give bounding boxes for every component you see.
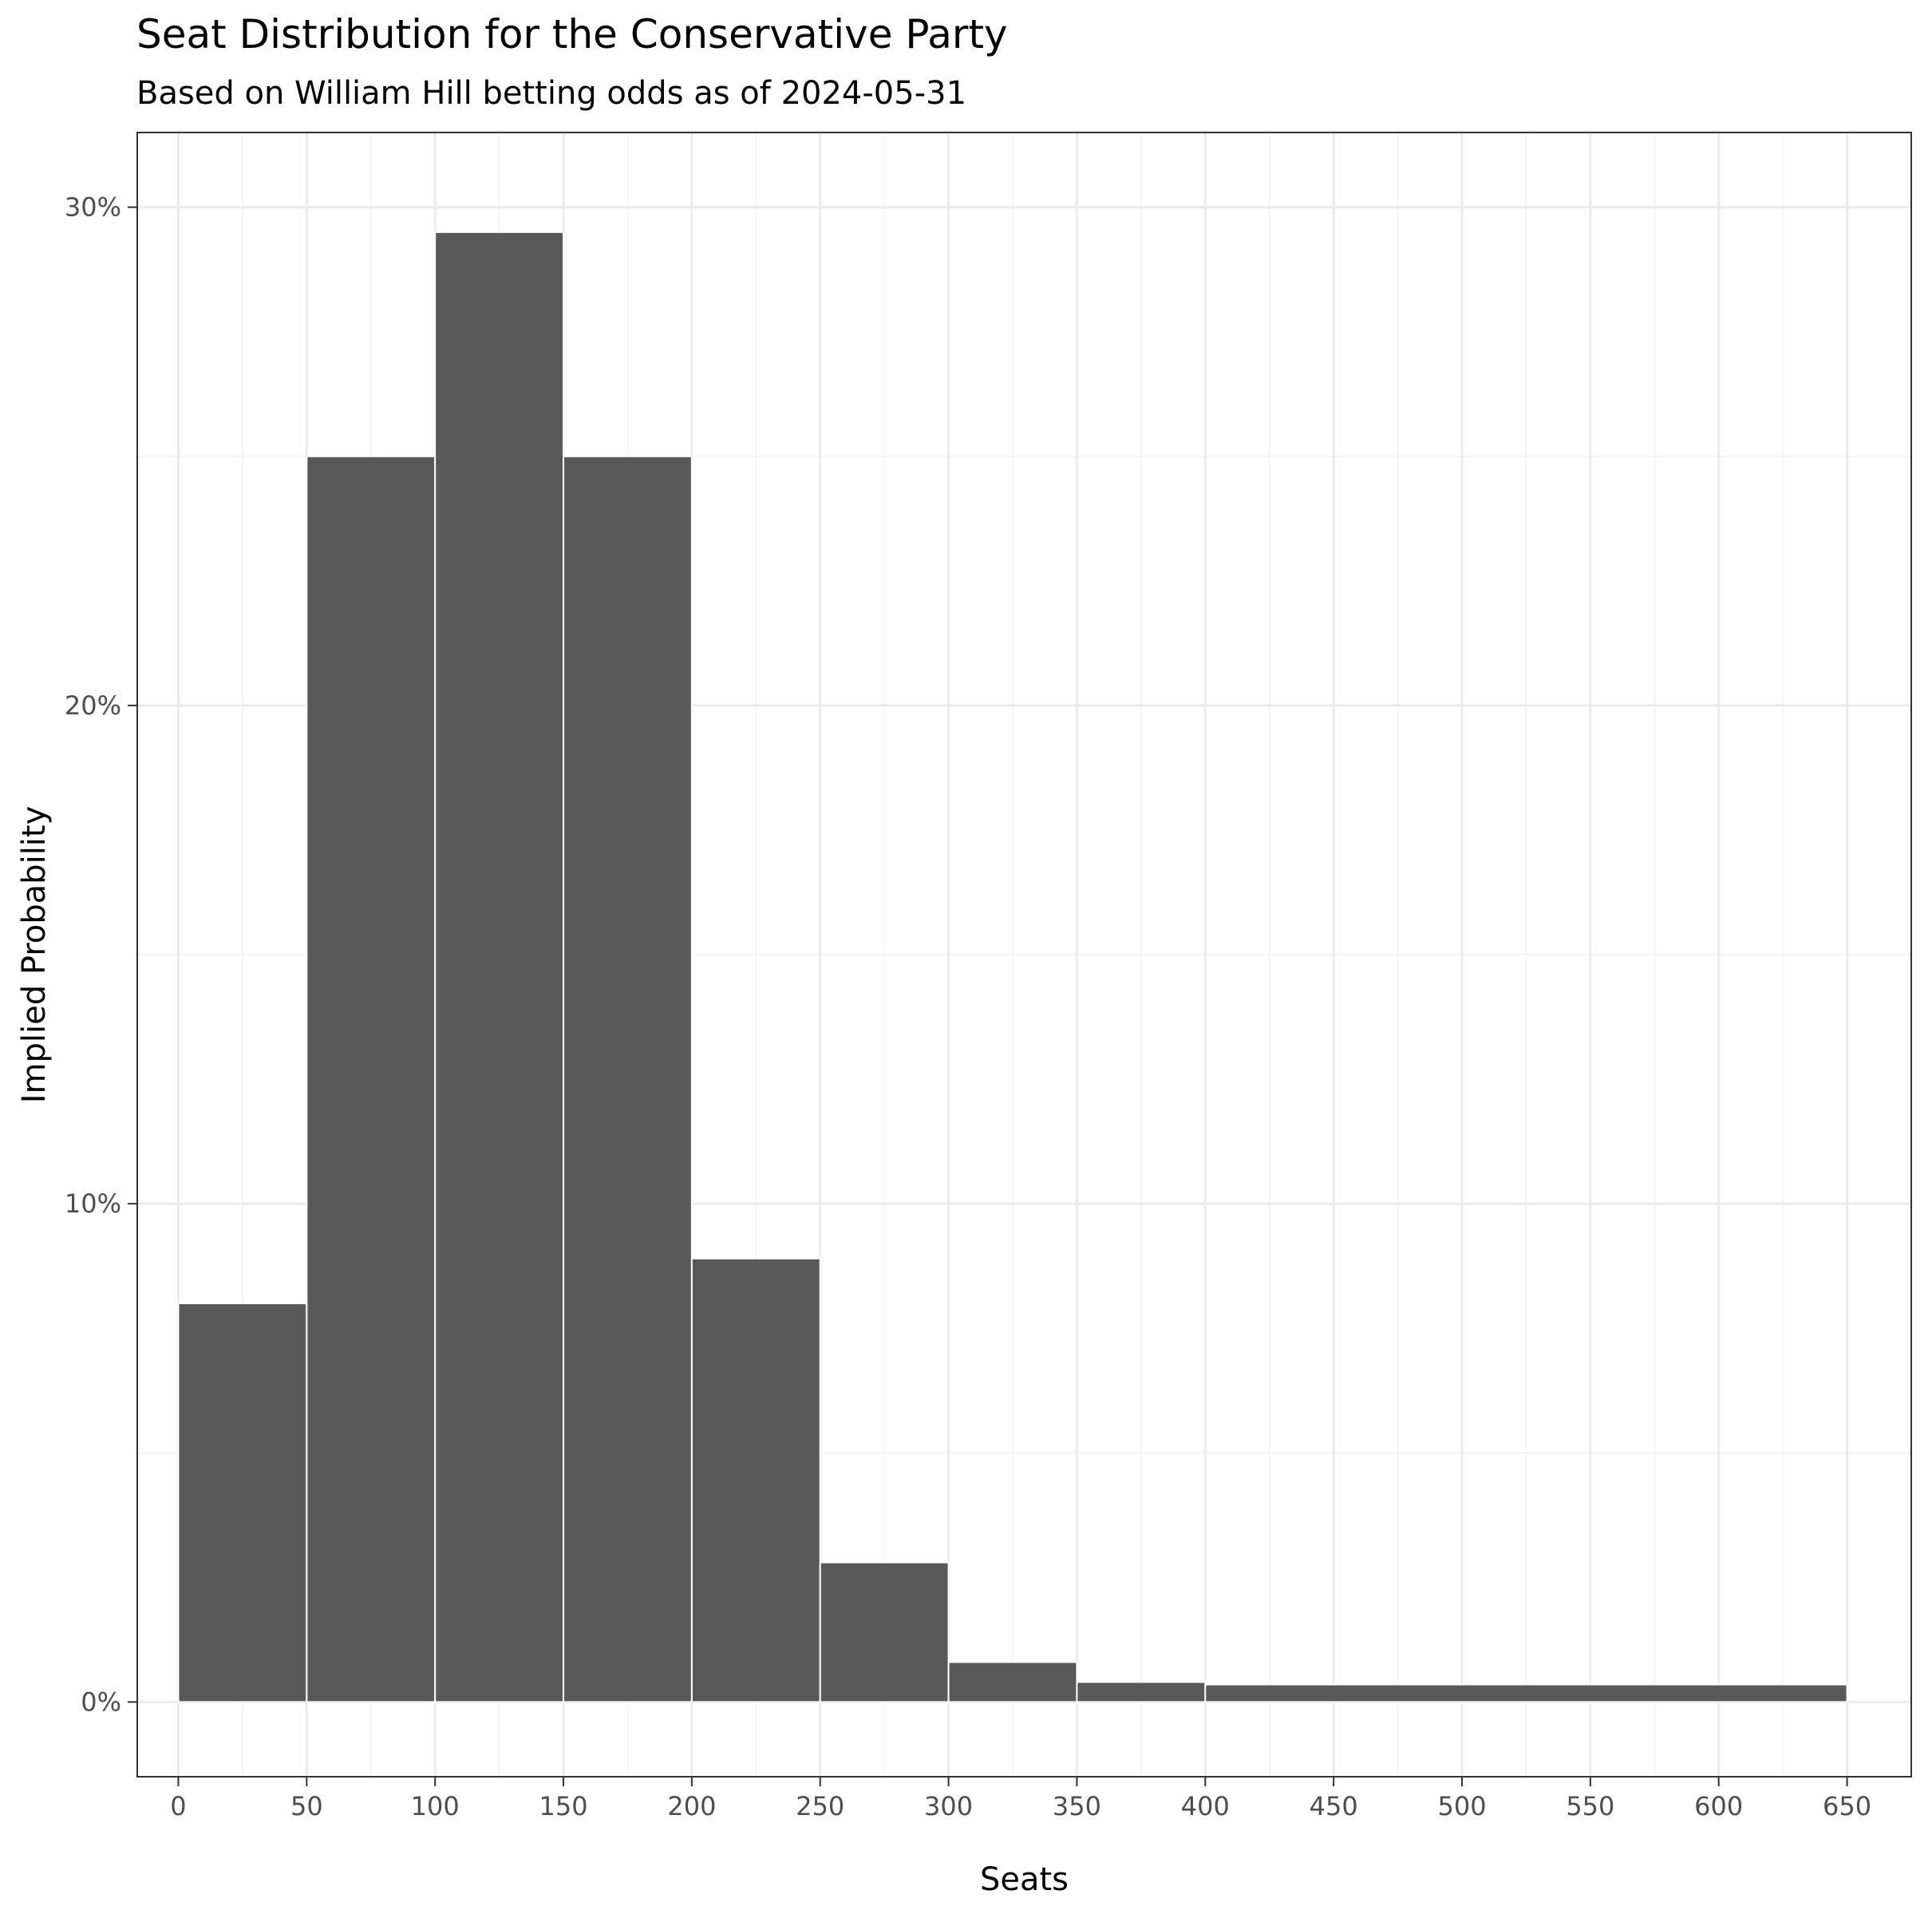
x-tick-label: 250 [796, 1791, 844, 1821]
x-tick-label: 0 [170, 1791, 186, 1821]
y-tick-label: 0% [81, 1687, 121, 1717]
chart-subtitle: Based on William Hill betting odds as of… [136, 75, 966, 112]
histogram-bar [306, 455, 437, 1703]
bars [177, 231, 1848, 1703]
histogram-bar [1204, 1683, 1848, 1703]
x-axis-title: Seats [980, 1861, 1069, 1898]
histogram-bar [819, 1561, 950, 1703]
y-tick-label: 10% [65, 1188, 121, 1219]
chart-title: Seat Distribution for the Conservative P… [136, 11, 1008, 57]
x-tick-label: 350 [1053, 1791, 1101, 1821]
x-tick-label: 150 [539, 1791, 587, 1821]
x-tick-label: 100 [411, 1791, 460, 1821]
x-tick-label: 650 [1823, 1791, 1871, 1821]
histogram-bar [563, 455, 693, 1703]
y-axis: 0% 10% 20% 30% [65, 192, 137, 1717]
x-tick-label: 50 [290, 1791, 323, 1821]
histogram-bar [690, 1257, 821, 1703]
x-tick-label: 500 [1437, 1791, 1486, 1821]
x-tick-label: 450 [1310, 1791, 1358, 1821]
y-tick-label: 20% [65, 690, 121, 721]
x-axis: 0 50 100 150 200 250 300 350 400 450 500 550 600 650 [170, 1777, 1871, 1821]
x-tick-label: 600 [1694, 1791, 1743, 1821]
histogram-bar [1076, 1681, 1207, 1703]
histogram-bar [434, 231, 565, 1703]
histogram-bar [947, 1661, 1078, 1703]
y-axis-title: Implied Probability [16, 806, 53, 1104]
x-tick-label: 200 [667, 1791, 716, 1821]
histogram-bar [177, 1302, 308, 1703]
x-tick-label: 550 [1566, 1791, 1614, 1821]
x-tick-label: 400 [1181, 1791, 1230, 1821]
y-tick-label: 30% [65, 192, 121, 223]
x-tick-label: 300 [924, 1791, 973, 1821]
plot-panel-border [136, 132, 1912, 1778]
